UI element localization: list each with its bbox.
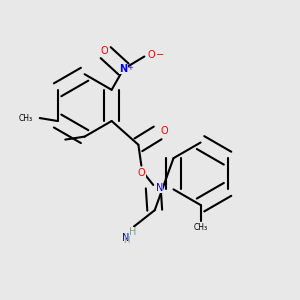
Text: N: N [122, 233, 130, 243]
Text: CH₃: CH₃ [19, 113, 33, 122]
Text: O: O [137, 168, 145, 178]
Text: O: O [160, 126, 168, 136]
Text: H: H [129, 227, 136, 238]
Text: N: N [119, 64, 128, 74]
Text: O: O [100, 46, 108, 56]
Text: N: N [155, 183, 163, 193]
Text: CH₃: CH₃ [194, 224, 208, 232]
Text: +: + [127, 64, 133, 70]
Text: H: H [123, 236, 129, 245]
Text: −: − [156, 50, 164, 60]
Text: O: O [148, 50, 156, 60]
